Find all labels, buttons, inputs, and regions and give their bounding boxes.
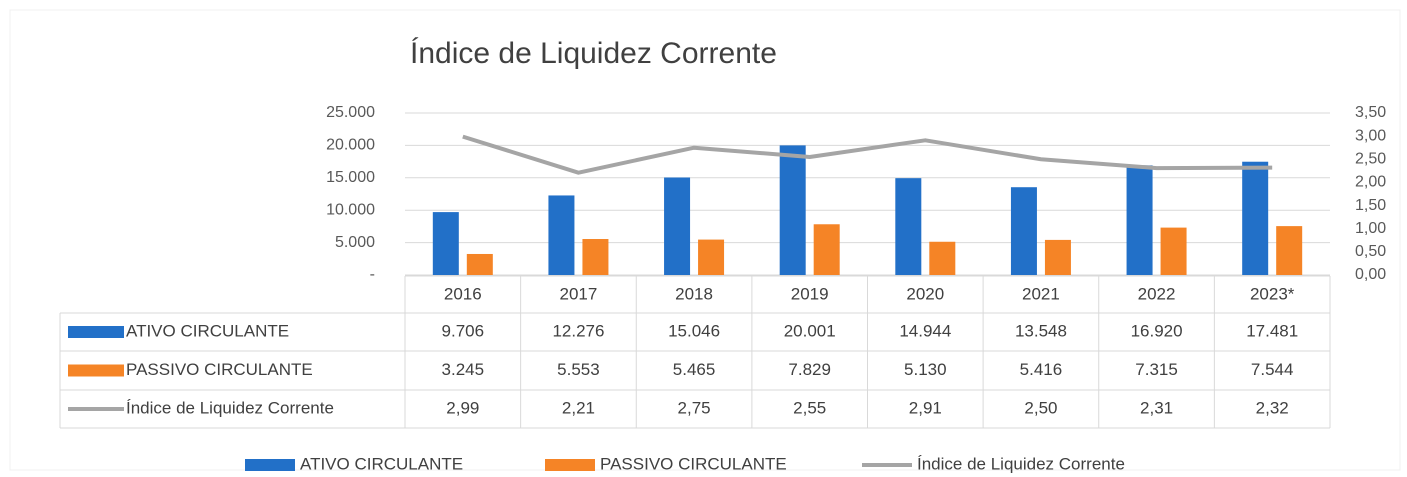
bar <box>582 239 609 275</box>
legend-label: Índice de Liquidez Corrente <box>917 454 1125 473</box>
legend-label: ATIVO CIRCULANTE <box>300 454 463 473</box>
x-tick-label: 2023* <box>1250 284 1295 303</box>
table-cell: 7.544 <box>1251 360 1294 379</box>
chart-title: Índice de Liquidez Corrente <box>410 37 777 70</box>
table-row-label: ATIVO CIRCULANTE <box>126 321 289 340</box>
x-tick-label: 2019 <box>791 284 829 303</box>
legend-key <box>68 364 124 377</box>
table-cell: 13.548 <box>1015 321 1067 340</box>
table-cell: 20.001 <box>784 321 836 340</box>
x-tick-label: 2020 <box>906 284 944 303</box>
legend-key <box>245 459 295 471</box>
table-cell: 5.130 <box>904 360 947 379</box>
x-tick-label: 2016 <box>444 284 482 303</box>
table-row-label: PASSIVO CIRCULANTE <box>126 360 313 379</box>
y-tick-label: 10.000 <box>326 201 375 218</box>
y-tick-label: 5.000 <box>335 234 375 251</box>
y-tick-label: 15.000 <box>326 169 375 186</box>
table-cell: 14.944 <box>899 321 951 340</box>
table-row-label: Índice de Liquidez Corrente <box>126 398 334 417</box>
y2-tick-label: 2,50 <box>1355 151 1386 168</box>
table-cell: 7.315 <box>1135 360 1178 379</box>
table-cell: 15.046 <box>668 321 720 340</box>
table-cell: 5.553 <box>557 360 600 379</box>
bar <box>466 253 493 275</box>
y2-tick-label: 0,00 <box>1355 266 1386 283</box>
table-cell: 2,21 <box>562 398 595 417</box>
y2-tick-label: 1,50 <box>1355 197 1386 214</box>
y2-tick-label: 3,50 <box>1355 104 1386 121</box>
legend-key <box>545 459 595 471</box>
table-cell: 2,50 <box>1024 398 1057 417</box>
bar <box>664 177 691 275</box>
bar <box>813 224 840 275</box>
x-tick-label: 2021 <box>1022 284 1060 303</box>
legend-label: PASSIVO CIRCULANTE <box>600 454 787 473</box>
bar <box>779 145 806 275</box>
table-cell: 2,91 <box>909 398 942 417</box>
table-cell: 2,32 <box>1256 398 1289 417</box>
x-tick-label: 2018 <box>675 284 713 303</box>
table-cell: 2,99 <box>446 398 479 417</box>
y-tick-label: 25.000 <box>326 104 375 121</box>
bar <box>1276 226 1303 275</box>
table-cell: 16.920 <box>1131 321 1183 340</box>
table-cell: 12.276 <box>552 321 604 340</box>
table-cell: 5.416 <box>1020 360 1063 379</box>
table-cell: 2,31 <box>1140 398 1173 417</box>
bar <box>1126 165 1153 275</box>
y2-tick-label: 3,00 <box>1355 127 1386 144</box>
bar <box>1242 161 1269 275</box>
x-tick-label: 2017 <box>560 284 598 303</box>
bar <box>698 239 725 275</box>
y2-tick-label: 2,00 <box>1355 174 1386 191</box>
table-cell: 2,55 <box>793 398 826 417</box>
bar <box>895 178 922 275</box>
table-cell: 7.829 <box>788 360 831 379</box>
bar <box>1010 187 1037 275</box>
y-tick-label: - <box>370 266 375 283</box>
legend-key <box>68 326 124 338</box>
bar <box>1044 239 1071 275</box>
bar <box>548 195 575 275</box>
table-cell: 2,75 <box>678 398 711 417</box>
table-cell: 5.465 <box>673 360 716 379</box>
y2-tick-label: 1,00 <box>1355 220 1386 237</box>
table-cell: 3.245 <box>442 360 485 379</box>
table-cell: 9.706 <box>442 321 485 340</box>
line <box>462 134 1273 175</box>
x-tick-label: 2022 <box>1138 284 1176 303</box>
bar <box>432 212 459 275</box>
y2-tick-label: 0,50 <box>1355 243 1386 260</box>
bar <box>1160 227 1187 275</box>
bar <box>929 241 956 275</box>
table-cell: 17.481 <box>1246 321 1298 340</box>
y-tick-label: 20.000 <box>326 137 375 154</box>
